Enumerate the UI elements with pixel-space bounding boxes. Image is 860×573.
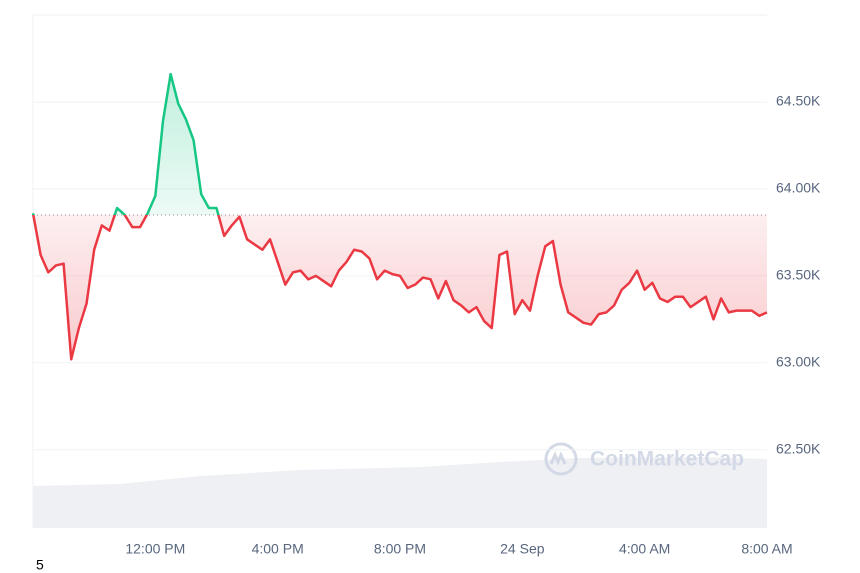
y-tick-label: 62.50K (776, 440, 821, 456)
footnote: 5 (36, 557, 44, 573)
area-fill (33, 74, 767, 360)
price-line (31, 72, 768, 361)
x-tick-label: 8:00 AM (741, 541, 792, 557)
x-tick-label: 4:00 AM (619, 541, 670, 557)
y-tick-label: 64.50K (776, 93, 821, 109)
y-tick-label: 63.50K (776, 267, 821, 283)
x-tick-label: 24 Sep (500, 541, 545, 557)
x-tick-label: 12:00 PM (125, 541, 185, 557)
y-tick-label: 64.00K (776, 180, 821, 196)
watermark-logo (544, 442, 578, 476)
x-tick-label: 4:00 PM (252, 541, 304, 557)
watermark-text: CoinMarketCap (590, 448, 744, 471)
x-tick-label: 8:00 PM (374, 541, 426, 557)
y-tick-label: 63.00K (776, 353, 821, 369)
watermark-logo-mark (549, 451, 567, 466)
watermark: CoinMarketCap (544, 442, 744, 476)
volume-area (33, 457, 767, 528)
